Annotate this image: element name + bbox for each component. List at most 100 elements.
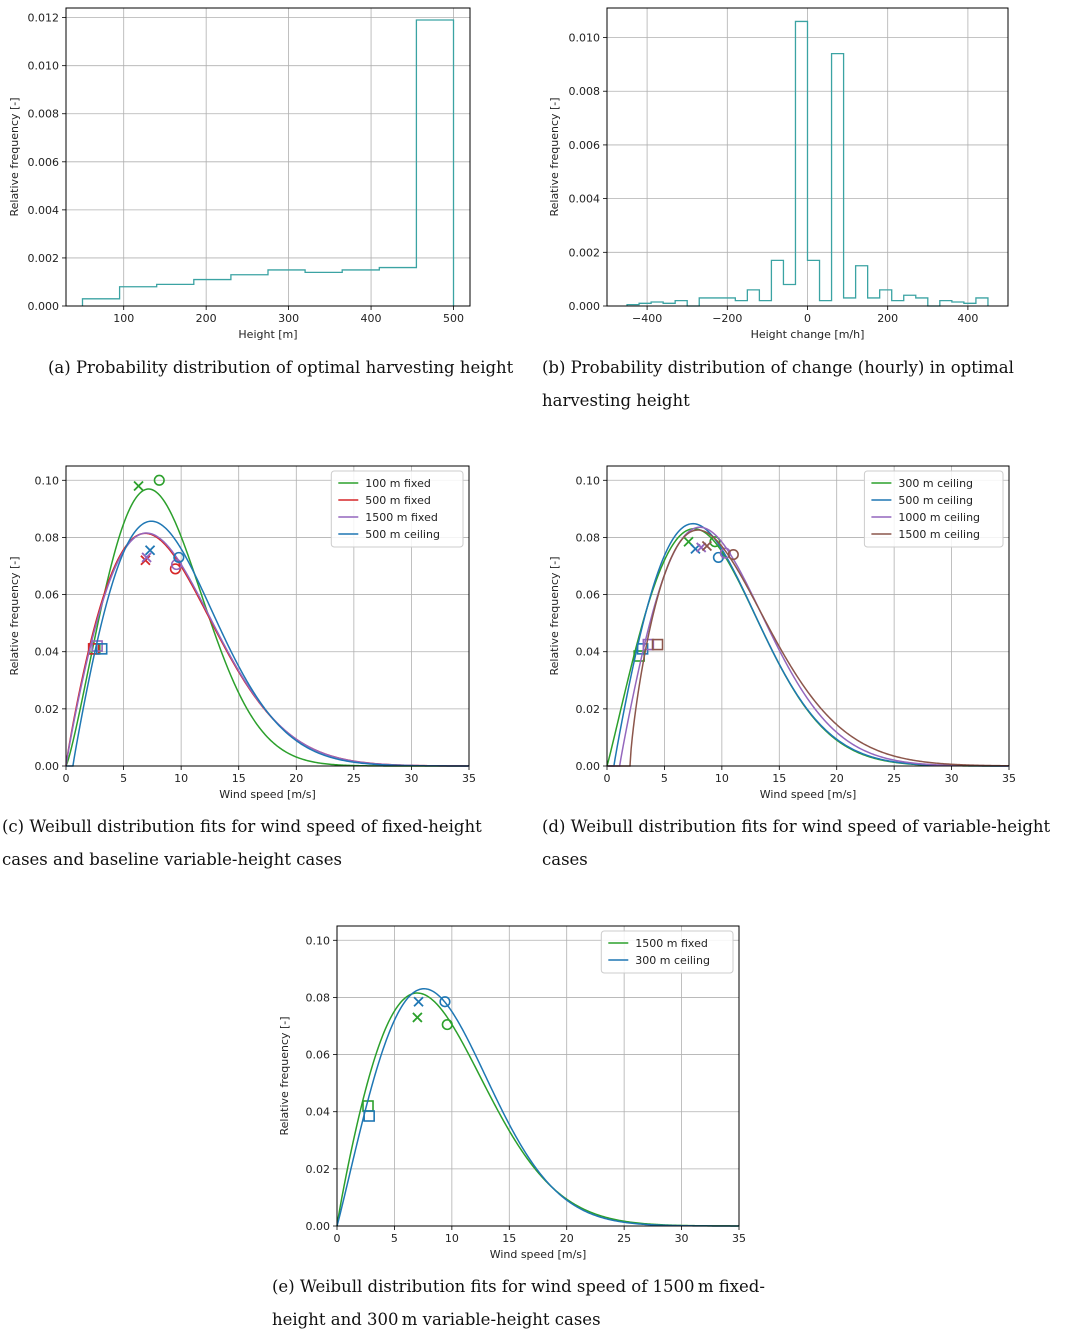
legend-label: 500 m ceiling <box>898 494 973 507</box>
x-tick-label: 200 <box>877 312 898 325</box>
plot-frame <box>65 7 471 307</box>
series-line <box>65 532 469 767</box>
chart-b: −400 −200 0 200 400 0.000 0.002 0.004 0.006 0.008… <box>548 7 1009 341</box>
y-tick-label: 0.02 <box>306 1163 331 1176</box>
caption-c: (c) Weibull distribution fits for wind s… <box>2 817 482 869</box>
legend-box <box>600 930 734 974</box>
y-tick-label: 0.010 <box>28 60 60 73</box>
y-tick-label: 0.006 <box>28 156 60 169</box>
series-line <box>336 987 740 1227</box>
marker-cross <box>413 996 424 1007</box>
series-line <box>66 520 469 767</box>
histogram-bin <box>231 275 268 306</box>
y-tick-label: 0.04 <box>576 646 601 659</box>
y-tick-label: 0.008 <box>569 85 601 98</box>
y-tick-label: 0.010 <box>569 32 601 45</box>
legend-label: 1500 m fixed <box>365 511 438 524</box>
legend: 1500 m fixed 300 m ceiling <box>600 930 734 974</box>
histogram-bin <box>940 301 952 306</box>
x-tick-label: 0 <box>63 772 70 785</box>
x-tick-label: 30 <box>675 1232 689 1245</box>
x-tick-label: 30 <box>404 772 418 785</box>
histogram-bin <box>808 260 820 306</box>
legend: 100 m fixed 500 m fixed 1500 m fixed 500 m … <box>330 470 464 548</box>
series-300-m-ceiling <box>606 527 1010 767</box>
x-tick-label: 5 <box>661 772 668 785</box>
marker-cross <box>701 540 713 552</box>
legend-label: 1500 m fixed <box>635 937 708 950</box>
series-line <box>65 532 470 767</box>
histogram-bin <box>82 299 119 306</box>
histogram-bin <box>699 298 711 306</box>
plot-frame <box>65 465 470 767</box>
x-tick-label: 15 <box>772 772 786 785</box>
y-tick-label: 0.10 <box>35 474 60 487</box>
x-tick-label: 0 <box>334 1232 341 1245</box>
series-1000-m-ceiling <box>607 526 1010 767</box>
x-tick-label: 5 <box>391 1232 398 1245</box>
y-tick-label: 0.004 <box>569 193 601 206</box>
histogram-bin <box>120 287 157 306</box>
marker-circle <box>719 547 731 559</box>
histogram-bin <box>305 272 342 306</box>
histogram <box>626 20 989 307</box>
x-tick-label: 30 <box>945 772 959 785</box>
y-tick-label: 0.02 <box>35 703 60 716</box>
y-tick-label: 0.012 <box>28 12 60 25</box>
chart-a: 100 200 300 400 500 0.000 0.002 0.004 0.006 0.008… <box>8 7 471 341</box>
y-tick-label: 0.08 <box>35 531 60 544</box>
y-tick-label: 0.10 <box>576 474 601 487</box>
series-line <box>607 529 1010 767</box>
marker-circle <box>153 474 165 486</box>
y-tick-label: 0.06 <box>35 589 60 602</box>
histogram-bin <box>651 302 663 306</box>
x-tick-label: 25 <box>617 1232 631 1245</box>
y-tick-label: 0.006 <box>569 139 601 152</box>
x-tick-label: 400 <box>957 312 978 325</box>
x-tick-label: 200 <box>196 312 217 325</box>
x-tick-label: 10 <box>715 772 729 785</box>
x-tick-label: 500 <box>443 312 464 325</box>
histogram-bin <box>342 270 379 306</box>
legend-label: 500 m ceiling <box>365 528 440 541</box>
x-tick-label: 0 <box>804 312 811 325</box>
x-tick-label: 10 <box>174 772 188 785</box>
plot-frame <box>336 925 740 1227</box>
chart-e: 0 5 10 15 20 25 30 35 0.00 0.02 0.04 0.06 0.08 0.10 Wi… <box>278 925 746 1261</box>
y-tick-label: 0.06 <box>306 1049 331 1062</box>
histogram-bin <box>416 20 453 306</box>
histogram-bin <box>157 284 194 306</box>
histogram-bin <box>832 54 844 306</box>
y-tick-label: 0.00 <box>35 760 60 773</box>
y-axis-label: Relative frequency [-] <box>548 97 561 216</box>
x-tick-label: 0 <box>604 772 611 785</box>
x-axis-label: Height change [m/h] <box>751 328 865 341</box>
marker-circle <box>169 563 181 575</box>
legend-box <box>863 470 1004 548</box>
x-tick-label: 400 <box>361 312 382 325</box>
y-tick-label: 0.002 <box>28 252 60 265</box>
y-tick-label: 0.02 <box>576 703 601 716</box>
chart-d: 0 5 10 15 20 25 30 35 0.00 0.02 0.04 0.06 0.08 0.10 Wi… <box>548 465 1016 801</box>
histogram-bin <box>759 301 771 306</box>
marker-cross <box>412 1012 423 1023</box>
histogram <box>81 19 455 306</box>
histogram-bin <box>856 266 868 306</box>
histogram-bin <box>916 298 928 306</box>
series-1500-m-fixed <box>336 992 740 1227</box>
histogram-bin <box>868 298 880 306</box>
x-tick-label: 35 <box>1002 772 1016 785</box>
y-tick-label: 0.00 <box>306 1220 331 1233</box>
histogram-bin <box>268 270 305 306</box>
y-axis-label: Relative frequency [-] <box>548 556 561 675</box>
x-tick-label: 15 <box>232 772 246 785</box>
chart-c: 0 5 10 15 20 25 30 35 0.00 0.02 0.04 0.06 0.08 0.10 Wi… <box>8 465 476 801</box>
x-axis-label: Wind speed [m/s] <box>760 788 857 801</box>
marker-circle <box>173 551 185 564</box>
x-tick-label: 5 <box>120 772 127 785</box>
marker-circle <box>170 558 183 571</box>
series-1500-m-ceiling <box>607 529 1010 767</box>
histogram-bin <box>795 21 807 306</box>
plot-frame <box>606 465 1010 767</box>
series-line <box>607 522 1010 767</box>
